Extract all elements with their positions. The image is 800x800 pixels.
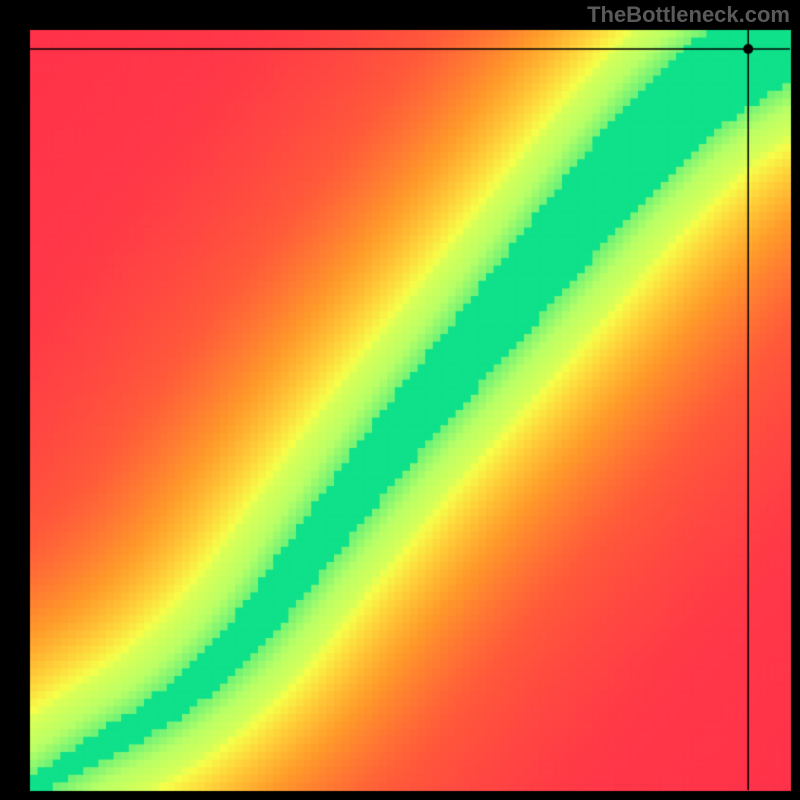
bottleneck-heatmap [0, 0, 800, 800]
chart-container: { "attribution": { "text": "TheBottlenec… [0, 0, 800, 800]
